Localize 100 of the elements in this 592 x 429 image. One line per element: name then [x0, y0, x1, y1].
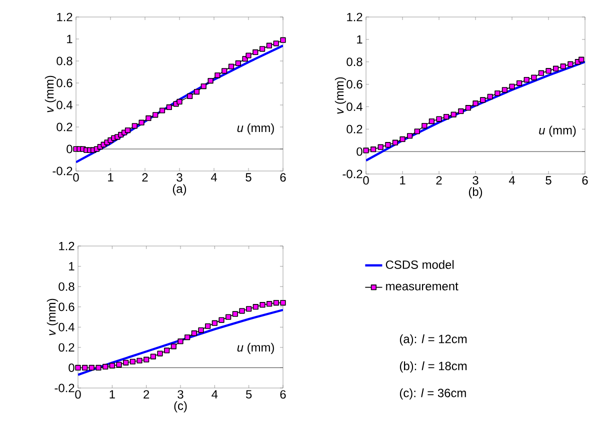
- legend-label: CSDS model: [386, 260, 454, 269]
- point: [578, 56, 584, 62]
- point: [553, 66, 559, 72]
- point: [538, 70, 544, 76]
- point: [239, 308, 245, 314]
- point: [266, 301, 272, 307]
- point: [266, 42, 272, 48]
- point: [200, 84, 206, 90]
- point: [102, 364, 108, 370]
- point: [260, 302, 266, 308]
- point: [392, 140, 398, 146]
- x-axis-title: u (mm): [539, 126, 576, 137]
- x-tick-label: 5: [546, 176, 552, 185]
- point: [164, 348, 170, 354]
- x-axis-title: u (mm): [237, 123, 274, 134]
- point: [546, 68, 552, 74]
- x-tick-label: 4: [210, 173, 217, 182]
- x-tick-label: 3: [176, 173, 182, 182]
- legend-label: measurement: [386, 282, 458, 290]
- point: [246, 306, 252, 312]
- x-tick-label: 4: [212, 390, 218, 398]
- y-tick-label: 0: [68, 363, 74, 372]
- text: (b): l = 18cm: [400, 361, 467, 373]
- y-tick-label: -0.2: [342, 170, 362, 178]
- x-tick-label: 2: [436, 176, 442, 185]
- x-tick-label: 1: [400, 176, 406, 184]
- point: [187, 93, 193, 99]
- x-tick-label: 6: [280, 390, 286, 399]
- point: [494, 90, 500, 96]
- point: [226, 314, 232, 320]
- point: [152, 112, 158, 118]
- point: [212, 320, 218, 326]
- point: [228, 64, 234, 70]
- y-axis-title: v (mm): [334, 77, 346, 114]
- point: [166, 104, 172, 110]
- y-tick-label: 0.4: [56, 100, 72, 110]
- point: [109, 362, 115, 368]
- point: [509, 84, 515, 90]
- point: [191, 330, 197, 336]
- point: [82, 364, 88, 371]
- point: [198, 327, 204, 333]
- point: [480, 97, 486, 103]
- point: [150, 354, 156, 360]
- point: [214, 72, 220, 78]
- x-tick-label: 5: [246, 173, 252, 182]
- point: [222, 68, 228, 74]
- text: (a): [172, 184, 186, 196]
- y-tick-label: -0.2: [52, 166, 72, 176]
- text: (a): l = 12cm: [400, 334, 467, 346]
- point: [568, 61, 574, 67]
- point: [516, 80, 522, 86]
- point: [465, 105, 472, 111]
- point: [208, 78, 214, 84]
- y-tick-label: 0.8: [56, 56, 72, 66]
- point: [400, 136, 406, 142]
- point: [116, 362, 122, 368]
- x-tick-label: 0: [75, 390, 81, 399]
- point: [273, 40, 279, 46]
- point: [502, 87, 508, 93]
- point: [184, 334, 190, 340]
- point: [246, 52, 252, 58]
- y-tick-label: 1: [69, 262, 74, 270]
- point: [123, 360, 129, 366]
- x-tick-label: 5: [246, 390, 252, 399]
- point: [124, 128, 131, 134]
- point: [531, 74, 537, 80]
- point: [428, 118, 435, 124]
- point: [194, 89, 200, 95]
- point: [157, 350, 163, 356]
- point: [138, 120, 144, 126]
- y-tick-label: 1.2: [57, 12, 72, 22]
- point: [130, 358, 136, 364]
- x-tick-label: 3: [472, 176, 478, 185]
- point: [88, 364, 94, 371]
- y-tick-label: 1: [357, 35, 362, 44]
- point: [458, 108, 464, 114]
- point: [414, 128, 420, 134]
- point: [146, 115, 152, 121]
- point: [436, 116, 442, 122]
- point: [378, 144, 384, 150]
- y-tick-label: 0.4: [58, 322, 74, 332]
- y-tick-label: 0: [66, 144, 72, 154]
- point: [144, 356, 150, 362]
- y-tick-label: 0.2: [58, 343, 74, 352]
- point: [96, 364, 102, 371]
- point: [273, 300, 279, 306]
- y-tick-label: 0.2: [56, 122, 72, 132]
- point: [205, 323, 211, 329]
- point: [385, 142, 391, 148]
- point: [524, 77, 530, 83]
- point: [472, 100, 478, 106]
- point: [363, 148, 369, 154]
- y-tick-label: 0.8: [58, 282, 74, 291]
- y-tick-label: 0.4: [346, 102, 362, 111]
- point: [450, 112, 456, 118]
- point: [218, 317, 224, 323]
- point: [252, 49, 258, 55]
- point: [560, 64, 566, 70]
- y-tick-label: 0.6: [58, 302, 74, 312]
- x-tick-label: 1: [108, 173, 114, 182]
